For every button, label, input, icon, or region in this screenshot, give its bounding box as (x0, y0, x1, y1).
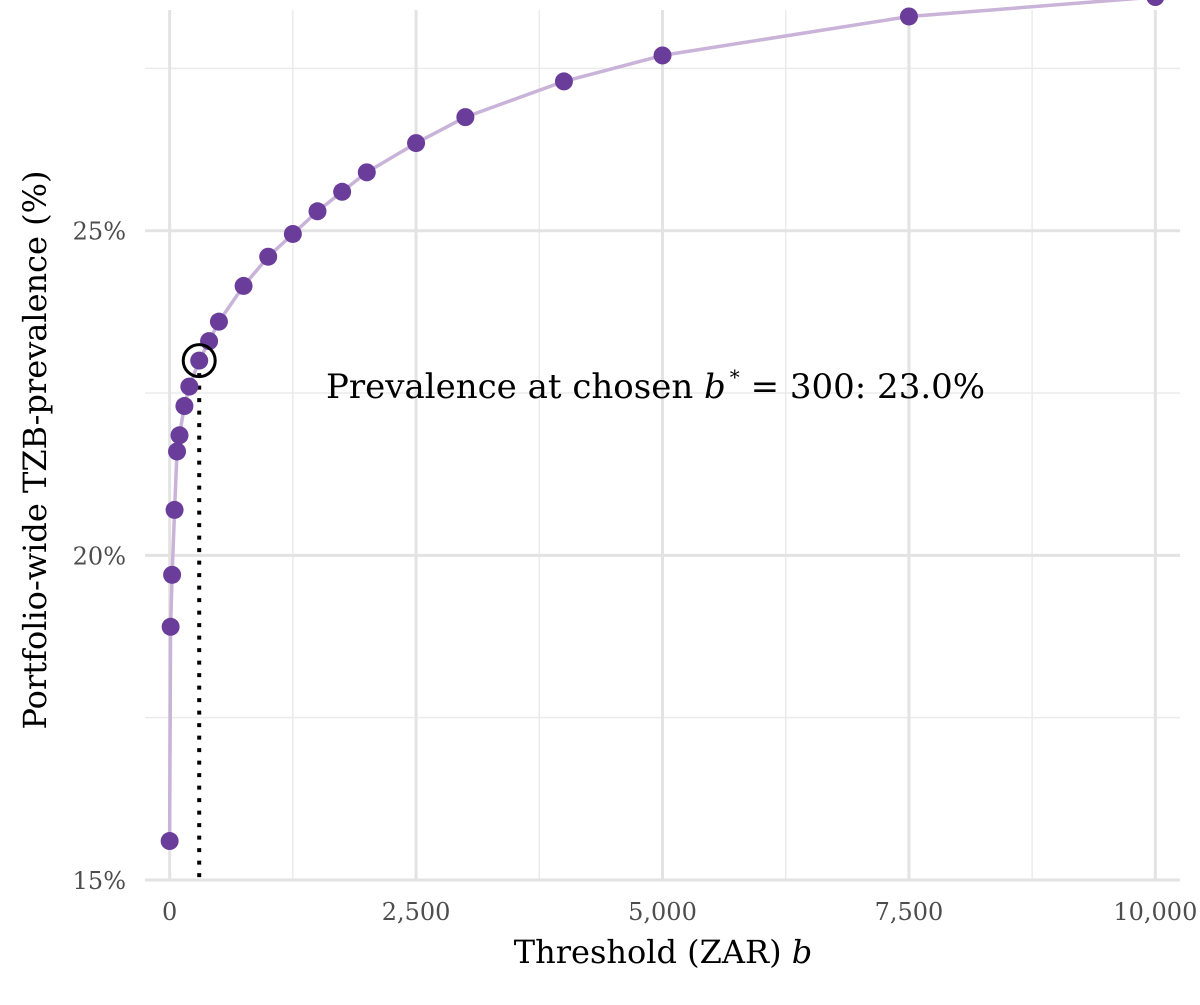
data-point (407, 134, 426, 153)
chosen-point-marker (181, 343, 217, 379)
data-point (168, 442, 187, 461)
chosen-annotation: Prevalence at chosen b * = 300: 23.0% (326, 365, 985, 407)
data-point (899, 7, 918, 26)
data-point (170, 426, 189, 445)
x-tick-label: 10,000 (1113, 898, 1197, 926)
data-point (161, 617, 180, 636)
data-point (209, 312, 228, 331)
data-point (357, 163, 376, 182)
data-point (283, 224, 302, 243)
data-point (180, 377, 199, 396)
data-point (554, 72, 573, 91)
y-tick-label: 20% (73, 542, 126, 570)
x-tick-label: 5,000 (628, 898, 697, 926)
x-tick-label: 2,500 (382, 898, 451, 926)
y-tick-label: 15% (73, 867, 126, 895)
x-tick-label: 0 (162, 898, 177, 926)
data-point (653, 46, 672, 65)
data-point (190, 351, 209, 370)
grid-layer (145, 10, 1180, 882)
y-axis-title: Portfolio-wide TZB-prevalence (%) (16, 170, 54, 729)
data-point (234, 276, 253, 295)
x-tick-label: 7,500 (875, 898, 944, 926)
data-point (175, 397, 194, 416)
data-point-layer (160, 0, 1164, 851)
data-point (333, 182, 352, 201)
x-axis-title: Threshold (ZAR) b (514, 933, 812, 971)
data-point (163, 565, 182, 584)
data-point (259, 247, 278, 266)
data-point (165, 500, 184, 519)
data-point (308, 202, 327, 221)
tick-label-layer: 0 2,500 5,000 7,500 10,000 15% 20% 25% (73, 218, 1198, 926)
data-point (456, 108, 475, 127)
y-tick-label: 25% (73, 218, 126, 246)
data-point (1146, 0, 1164, 7)
chosen-guide-layer (192, 358, 202, 880)
data-point (160, 832, 179, 851)
